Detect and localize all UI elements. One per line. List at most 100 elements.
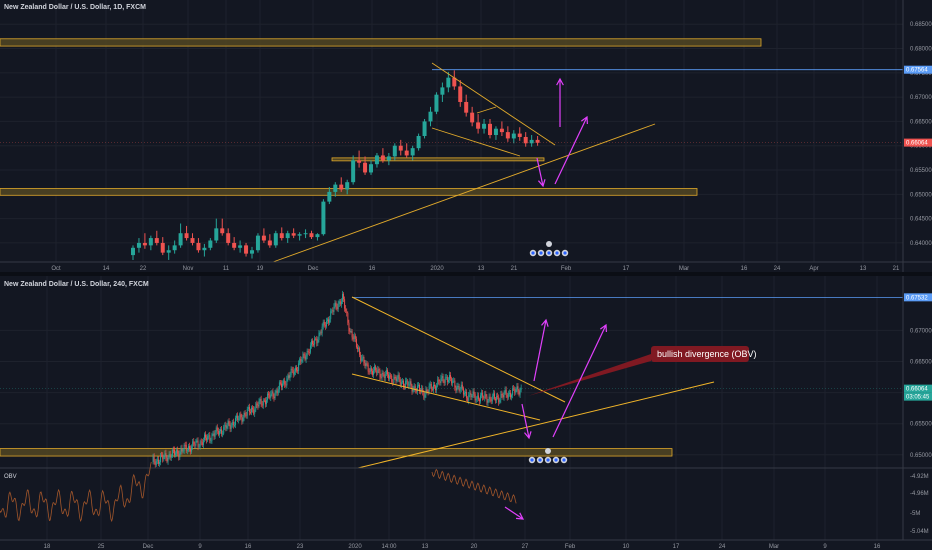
- h4-candle-body: [291, 368, 293, 371]
- h4-bullish-arrow-up: [533, 319, 547, 382]
- h4-price-label-badge: [904, 293, 932, 302]
- h4-candle-body: [451, 378, 453, 384]
- daily-candle-body: [244, 245, 249, 254]
- h4-candle-body: [378, 369, 380, 371]
- h4-time-axis[interactable]: 18 25 Dec 9 16 23 2020 14:00 13 20 27 Feb 10 17 24 Mar 9…: [44, 544, 881, 550]
- daily-candle-body: [369, 164, 373, 173]
- h4-candle-body: [342, 293, 343, 302]
- h4-candle-body: [182, 450, 184, 452]
- event-marker-dot-icon: [562, 458, 566, 462]
- panel-separator[interactable]: [0, 272, 932, 276]
- h4-time-tick-label: Dec: [143, 544, 154, 550]
- h4-candle-body: [193, 441, 195, 445]
- h4-candle-body: [426, 389, 428, 392]
- h4-candle-body: [183, 444, 185, 451]
- h4-candle-body: [443, 381, 445, 383]
- h4-candle-body: [254, 409, 256, 414]
- h4-candle-body: [407, 380, 409, 386]
- daily-price-axis[interactable]: 0.68500 0.68000 0.67500 0.67000 0.66500 0.660…: [904, 22, 932, 247]
- h4-candle-body: [421, 388, 423, 392]
- h4-candle-body: [280, 382, 281, 384]
- h4-candle-body: [496, 396, 498, 401]
- daily-candle-body: [303, 233, 308, 235]
- h4-rising-trendline: [357, 381, 715, 469]
- daily-candle-body: [208, 240, 213, 248]
- h4-candle-body: [277, 389, 279, 394]
- h4-candle-body: [437, 379, 439, 386]
- h4-candle-body: [480, 395, 481, 402]
- daily-candle-body: [374, 155, 379, 165]
- h4-candle-body: [251, 407, 253, 413]
- daily-time-tick-label: 13: [478, 266, 485, 272]
- h4-candle-body: [419, 385, 420, 391]
- daily-candle-body: [226, 233, 231, 243]
- daily-dip-arrow-down: [536, 157, 544, 187]
- h4-candle-body: [359, 348, 361, 355]
- daily-candle-body: [523, 136, 528, 144]
- h4-candle-body: [514, 388, 516, 393]
- h4-candle-body: [372, 371, 373, 375]
- h4-candle-body: [379, 370, 381, 377]
- daily-price-tick-label: 0.68000: [910, 47, 932, 53]
- h4-candle-body: [396, 378, 398, 382]
- h4-candle-body: [369, 368, 371, 372]
- h4-candle-body: [303, 354, 305, 356]
- h4-candle-body: [266, 400, 267, 405]
- daily-price-tick-label: 0.67000: [910, 95, 932, 101]
- h4-candle-body: [320, 332, 322, 334]
- event-marker-dot-icon: [530, 458, 534, 462]
- h4-candle-body: [311, 340, 312, 346]
- daily-candle-body: [404, 150, 409, 156]
- h4-bullish-arrow-up-head: [541, 318, 549, 327]
- h4-candle-body: [353, 335, 355, 340]
- h4-candle-body: [464, 393, 465, 395]
- h4-candle-body: [262, 400, 264, 406]
- h4-candle-body: [380, 376, 382, 378]
- h4-candle-body: [329, 319, 331, 323]
- daily-candle-body: [386, 156, 391, 161]
- h4-candle-body: [343, 293, 345, 300]
- daily-time-tick-label: 24: [774, 266, 781, 272]
- h4-candle-body: [327, 319, 328, 321]
- bullish-divergence-callout[interactable]: bullish divergence (OBV): [651, 346, 757, 362]
- daily-candle-body: [321, 201, 326, 235]
- daily-time-axis[interactable]: Oct 14 22 Nov 11 19 Dec 16 2020 13 21 Feb 17 Mar 16 24 A…: [51, 266, 900, 272]
- h4-candle-body: [269, 395, 271, 398]
- h4-time-tick-label: 17: [673, 544, 680, 550]
- event-marker-dot-icon: [539, 251, 543, 255]
- h4-candle-body: [259, 398, 261, 401]
- h4-chart-drawings: [0, 296, 903, 469]
- h4-candle-body: [180, 448, 182, 453]
- h4-candle-body: [301, 360, 303, 362]
- h4-time-tick-label: 2020: [348, 544, 362, 550]
- daily-time-tick-label: Dec: [308, 266, 319, 272]
- h4-price-axis[interactable]: 0.670000.665000.660000.655000.65000-4.92…: [904, 293, 932, 535]
- daily-time-tick-label: 13: [860, 266, 867, 272]
- daily-price-tick-label: 0.64500: [910, 217, 932, 223]
- h4-candle-body: [390, 375, 392, 377]
- daily-price-tick-label: 0.65500: [910, 168, 932, 174]
- obv-line-right-segment: [431, 468, 517, 504]
- h4-candle-body: [468, 395, 470, 401]
- h4-candle-body: [195, 440, 197, 446]
- h4-candle-body: [442, 376, 444, 382]
- h4-candle-body: [287, 375, 289, 379]
- h4-candle-body: [324, 325, 326, 327]
- h4-candle-body: [508, 392, 510, 394]
- h4-candle-body: [455, 387, 457, 391]
- daily-candle-body: [482, 123, 487, 129]
- h4-candle-body: [348, 322, 350, 332]
- daily-candle-body: [315, 234, 320, 238]
- daily-resistance-zone: [0, 38, 762, 47]
- h4-candle-body: [477, 395, 479, 400]
- h4-candle-body: [235, 417, 236, 425]
- daily-candle-body: [476, 122, 481, 129]
- daily-candle-body: [285, 233, 290, 239]
- h4-candle-body: [186, 450, 188, 452]
- h4-chart-panel[interactable]: New Zealand Dollar / U.S. Dollar, 240, F…: [0, 276, 932, 550]
- h4-falling-wedge-upper: [351, 296, 566, 403]
- h4-candle-body: [516, 386, 518, 390]
- daily-rising-trendline: [272, 123, 656, 263]
- daily-candles: [131, 70, 540, 260]
- daily-chart-panel[interactable]: New Zealand Dollar / U.S. Dollar, 1D, FX…: [0, 0, 932, 272]
